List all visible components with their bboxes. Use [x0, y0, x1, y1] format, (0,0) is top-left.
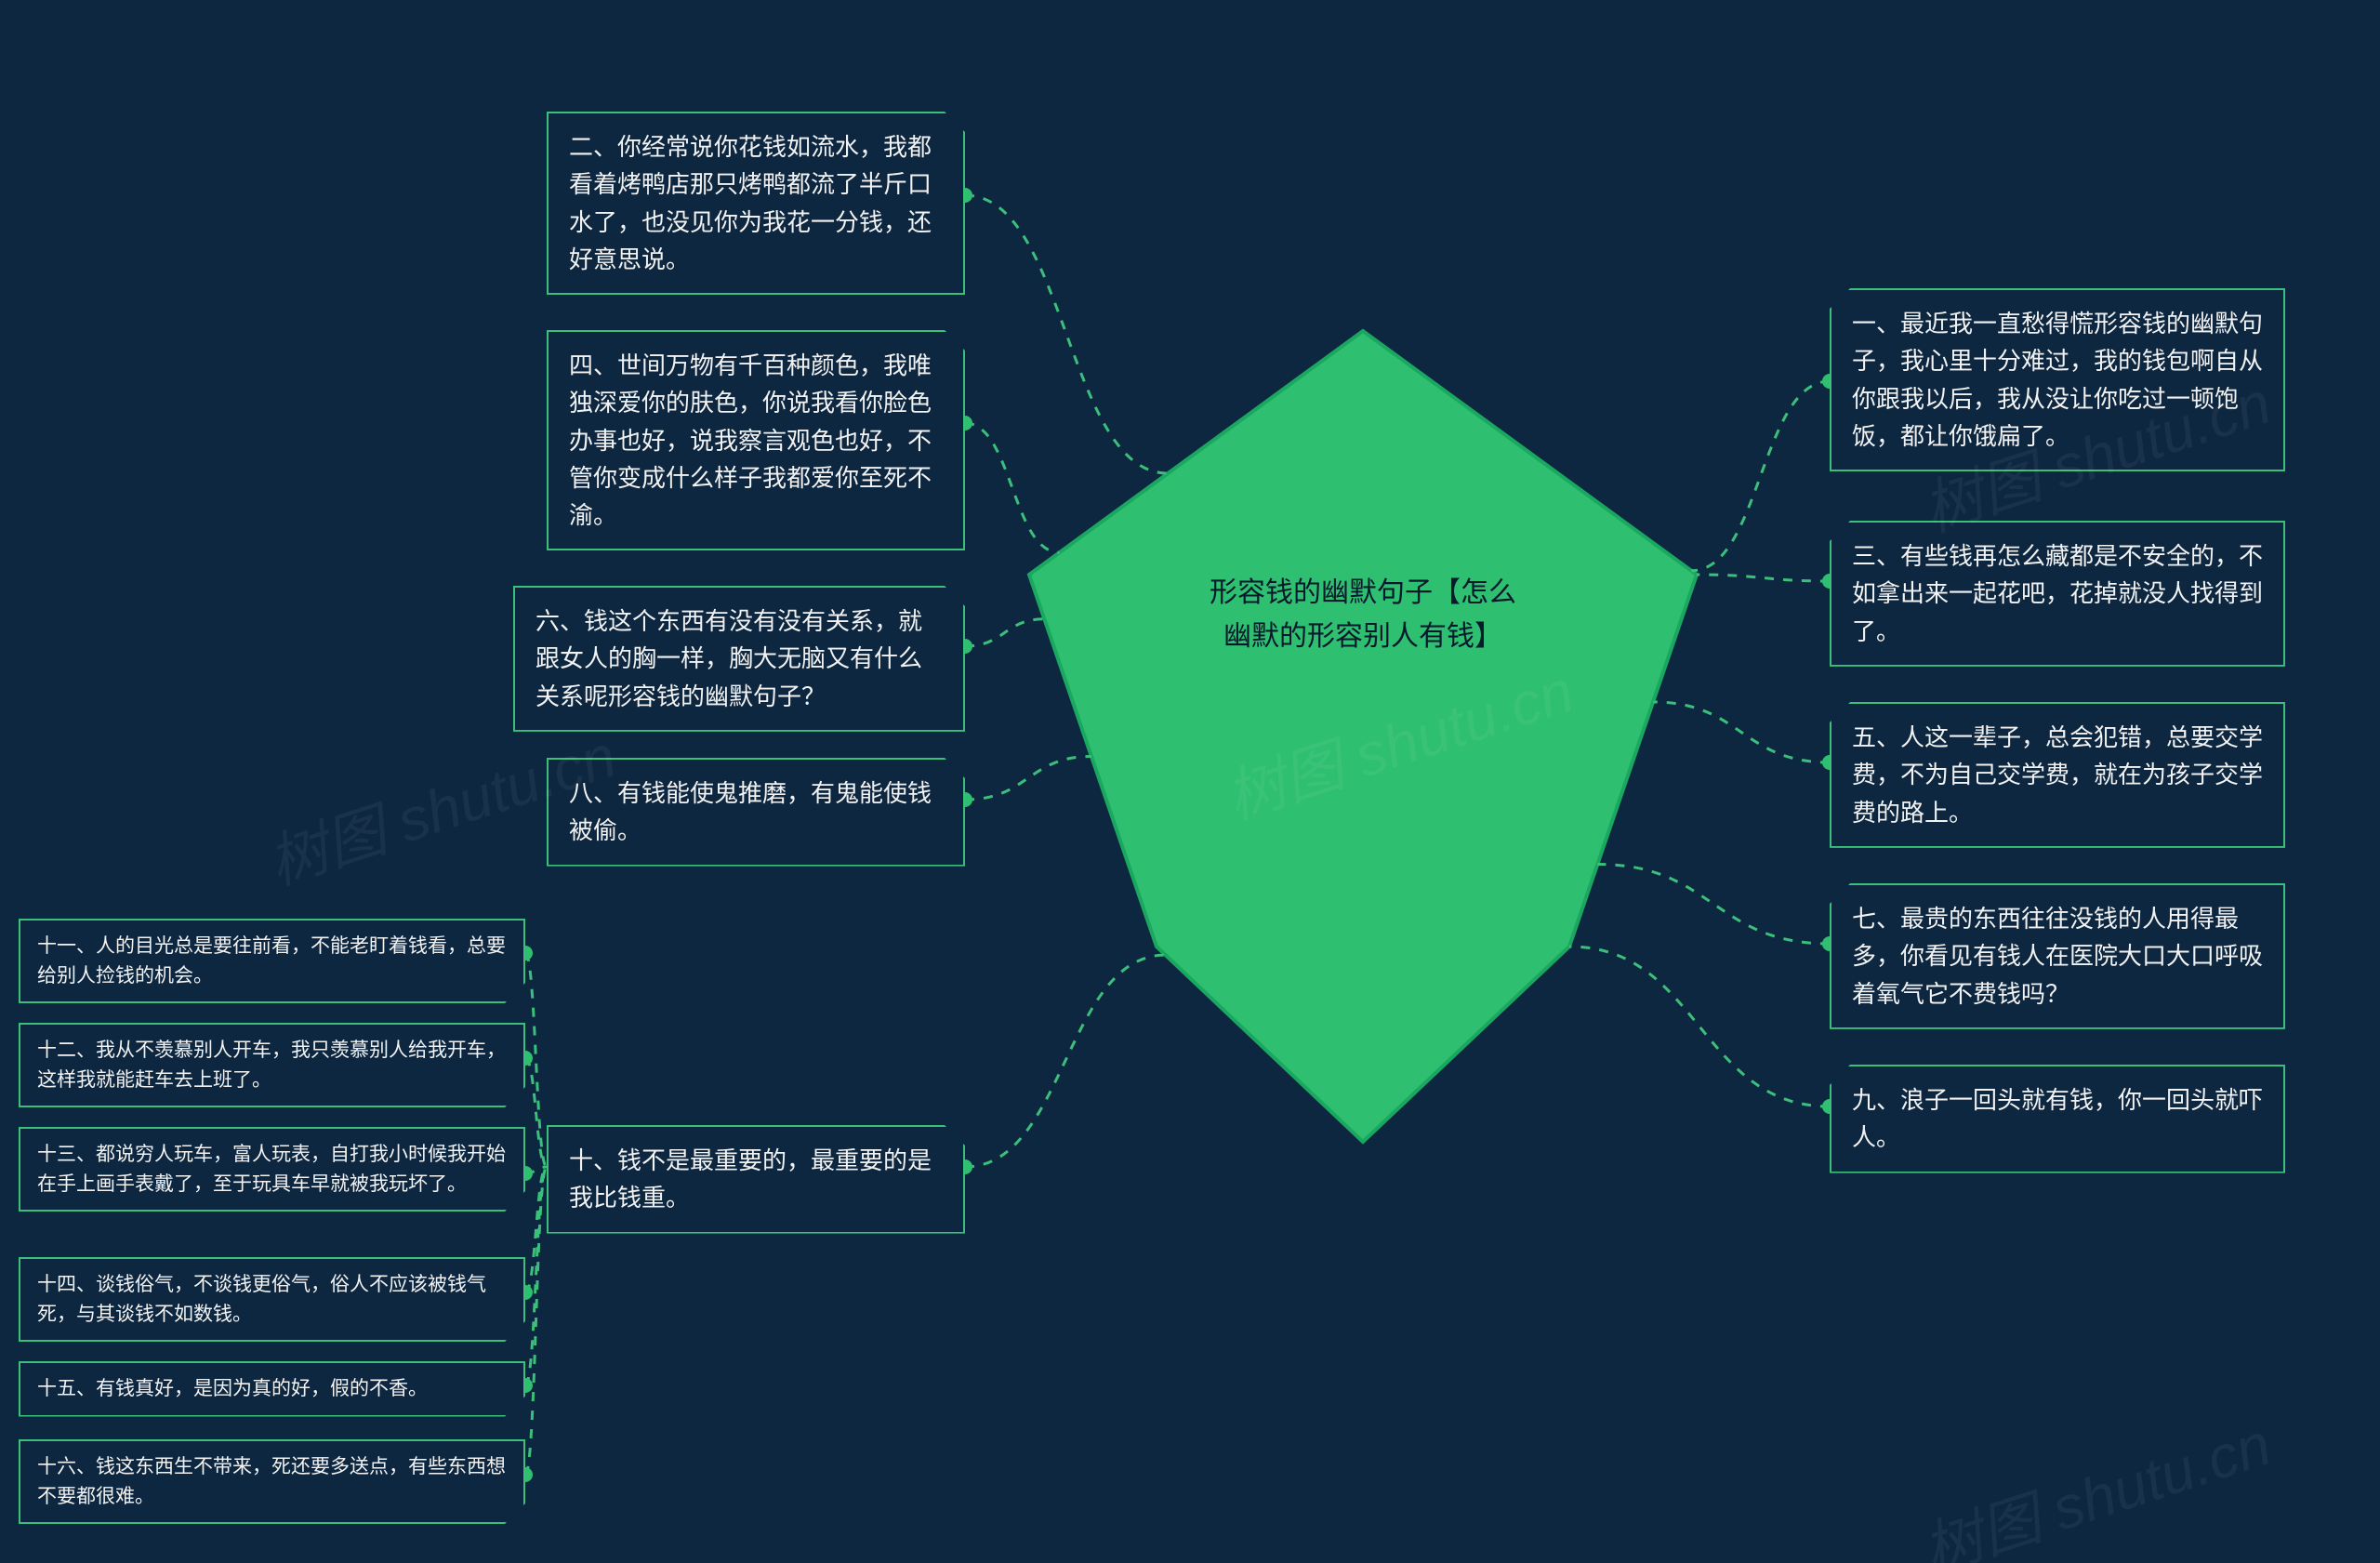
center-title: 形容钱的幽默句子【怎么幽默的形容别人有钱】: [1168, 572, 1558, 658]
mindmap-canvas: 二、你经常说你花钱如流水，我都看着烤鸭店那只烤鸭都流了半斤口水了，也没见你为我花…: [0, 0, 2380, 1563]
node-text: 十二、我从不羡慕别人开车，我只羡慕别人给我开车，这样我就能赶车去上班了。: [37, 1040, 506, 1091]
node-text: 十、钱不是最重要的，最重要的是我比钱重。: [569, 1146, 932, 1212]
connector-line: [965, 195, 1168, 473]
connector-line: [1697, 575, 1830, 581]
mindmap-node[interactable]: 十、钱不是最重要的，最重要的是我比钱重。: [547, 1125, 965, 1234]
node-text: 九、浪子一回头就有钱，你一回头就吓人。: [1852, 1086, 2263, 1151]
mindmap-node[interactable]: 十一、人的目光总是要往前看，不能老盯着钱看，总要给别人捡钱的机会。: [19, 919, 525, 1003]
center-title-line: 形容钱的幽默句子【怎么: [1168, 572, 1558, 616]
connector-line: [1653, 702, 1830, 762]
connector-line: [525, 1167, 547, 1475]
node-text: 七、最贵的东西往往没钱的人用得最多，你看见有钱人在医院大口大口呼吸着氧气它不费钱…: [1852, 905, 2263, 1008]
watermark: 树图 shutu.cn: [1911, 1397, 2280, 1563]
center-diamond: [1029, 331, 1697, 1142]
mindmap-node[interactable]: 八、有钱能使鬼推磨，有鬼能使钱被偷。: [547, 758, 965, 867]
mindmap-node[interactable]: 二、你经常说你花钱如流水，我都看着烤鸭店那只烤鸭都流了半斤口水了，也没见你为我花…: [547, 112, 965, 295]
connector-line: [965, 955, 1166, 1167]
node-text: 三、有些钱再怎么藏都是不安全的，不如拿出来一起花吧，花掉就没人找得到了。: [1852, 542, 2263, 645]
mindmap-node[interactable]: 六、钱这个东西有没有没有关系，就跟女人的胸一样，胸大无脑又有什么关系呢形容钱的幽…: [513, 586, 965, 732]
connector-line: [525, 1167, 547, 1173]
mindmap-node[interactable]: 一、最近我一直愁得慌形容钱的幽默句子，我心里十分难过，我的钱包啊自从你跟我以后，…: [1830, 288, 2285, 471]
connector-line: [525, 1167, 547, 1292]
mindmap-node[interactable]: 三、有些钱再怎么藏都是不安全的，不如拿出来一起花吧，花掉就没人找得到了。: [1830, 521, 2285, 667]
connector-line: [965, 756, 1091, 800]
center-title-line: 幽默的形容别人有钱】: [1168, 616, 1558, 659]
mindmap-node[interactable]: 九、浪子一回头就有钱，你一回头就吓人。: [1830, 1065, 2285, 1173]
mindmap-node[interactable]: 十五、有钱真好，是因为真的好，假的不香。: [19, 1361, 525, 1417]
mindmap-node[interactable]: 四、世间万物有千百种颜色，我唯独深爱你的肤色，你说我看你脸色办事也好，说我察言观…: [547, 330, 965, 550]
watermark: 树图 shutu.cn: [1213, 643, 1582, 836]
connector-line: [525, 1167, 547, 1385]
node-text: 十四、谈钱俗气，不谈钱更俗气，俗人不应该被钱气死，与其谈钱不如数钱。: [37, 1274, 486, 1325]
connector-line: [1691, 381, 1830, 571]
node-text: 十三、都说穷人玩车，富人玩表，自打我小时候我开始在手上画手表戴了，至于玩具车早就…: [37, 1144, 506, 1195]
node-text: 十五、有钱真好，是因为真的好，假的不香。: [37, 1378, 428, 1399]
connector-line: [1597, 864, 1830, 944]
node-text: 八、有钱能使鬼推磨，有鬼能使钱被偷。: [569, 779, 932, 844]
node-text: 五、人这一辈子，总会犯错，总要交学费，不为自己交学费，就在为孩子交学费的路上。: [1852, 723, 2263, 827]
mindmap-node[interactable]: 十三、都说穷人玩车，富人玩表，自打我小时候我开始在手上画手表戴了，至于玩具车早就…: [19, 1127, 525, 1212]
connector-line: [965, 423, 1060, 552]
mindmap-node[interactable]: 七、最贵的东西往往没钱的人用得最多，你看见有钱人在医院大口大口呼吸着氧气它不费钱…: [1830, 883, 2285, 1029]
connector-line: [525, 1058, 547, 1167]
node-text: 一、最近我一直愁得慌形容钱的幽默句子，我心里十分难过，我的钱包啊自从你跟我以后，…: [1852, 310, 2263, 450]
node-text: 二、你经常说你花钱如流水，我都看着烤鸭店那只烤鸭都流了半斤口水了，也没见你为我花…: [569, 133, 932, 273]
connector-line: [525, 953, 547, 1167]
mindmap-node[interactable]: 十四、谈钱俗气，不谈钱更俗气，俗人不应该被钱气死，与其谈钱不如数钱。: [19, 1257, 525, 1342]
node-text: 六、钱这个东西有没有没有关系，就跟女人的胸一样，胸大无脑又有什么关系呢形容钱的幽…: [536, 607, 922, 710]
connector-line: [965, 619, 1044, 646]
node-text: 十一、人的目光总是要往前看，不能老盯着钱看，总要给别人捡钱的机会。: [37, 935, 506, 987]
node-text: 四、世间万物有千百种颜色，我唯独深爱你的肤色，你说我看你脸色办事也好，说我察言观…: [569, 351, 932, 529]
mindmap-node[interactable]: 十二、我从不羡慕别人开车，我只羡慕别人给我开车，这样我就能赶车去上班了。: [19, 1023, 525, 1107]
node-text: 十六、钱这东西生不带来，死还要多送点，有些东西想不要都很难。: [37, 1456, 506, 1507]
mindmap-node[interactable]: 五、人这一辈子，总会犯错，总要交学费，不为自己交学费，就在为孩子交学费的路上。: [1830, 702, 2285, 848]
mindmap-node[interactable]: 十六、钱这东西生不带来，死还要多送点，有些东西想不要都很难。: [19, 1439, 525, 1524]
connector-line: [1569, 947, 1830, 1106]
